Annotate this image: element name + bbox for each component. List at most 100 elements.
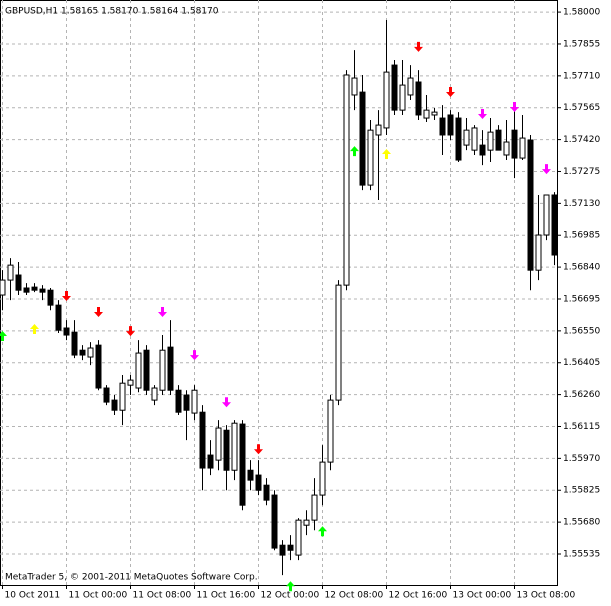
y-tick-label: 1.55825 (563, 486, 600, 496)
candle-body (383, 71, 390, 129)
y-tick-label: 1.56405 (563, 358, 600, 368)
signal-arrow (414, 41, 423, 52)
candle-body (111, 399, 118, 411)
candle-body (367, 129, 374, 186)
candle-body (247, 469, 254, 481)
signal-arrow (478, 108, 487, 119)
candle-body (223, 429, 230, 471)
y-tick-label: 1.56550 (563, 326, 600, 336)
candle-body (191, 389, 198, 414)
candle-body (543, 194, 550, 236)
candle-body (231, 422, 238, 471)
candle-body (519, 137, 526, 159)
candle-body (207, 454, 214, 469)
candle-body (399, 84, 406, 111)
candle-body (167, 346, 174, 391)
signal-arrow (446, 86, 455, 97)
candle-body (119, 382, 126, 411)
candle-body (159, 349, 166, 391)
x-tick-label: 12 Oct 00:00 (261, 591, 320, 601)
candle-body (31, 286, 38, 291)
candle-body (319, 461, 326, 496)
y-tick-label: 1.55680 (563, 518, 600, 528)
y-tick-label: 1.56115 (563, 422, 600, 432)
candle-body (327, 399, 334, 463)
signal-arrow (94, 307, 103, 318)
signal-arrow (510, 101, 519, 112)
candle-body (263, 484, 270, 501)
candle-body (455, 117, 462, 161)
candle-body (407, 77, 414, 96)
candle-body (151, 387, 158, 401)
y-tick-label: 1.57275 (563, 167, 600, 177)
candle-body (0, 279, 6, 296)
candle-body (63, 327, 70, 336)
candle-body (527, 139, 534, 271)
candle-body (303, 519, 310, 526)
candle-body (143, 349, 150, 391)
candle-body (551, 194, 558, 256)
x-tick-label: 13 Oct 08:00 (517, 591, 576, 601)
y-tick-label: 1.57130 (563, 199, 600, 209)
x-tick-label: 12 Oct 08:00 (325, 591, 384, 601)
candle-body (175, 389, 182, 413)
candle-body (127, 379, 134, 386)
candle-body (183, 394, 190, 411)
signal-arrow (62, 291, 71, 302)
candle-body (311, 494, 318, 521)
signal-arrow (222, 397, 231, 408)
candle-body (479, 144, 486, 156)
candle-body (463, 129, 470, 146)
candle-body (359, 91, 366, 186)
y-tick-label: 1.56695 (563, 294, 600, 304)
x-tick-label: 13 Oct 00:00 (453, 591, 512, 601)
candle-body (103, 387, 110, 403)
signal-arrow (542, 164, 551, 175)
candle-body (423, 109, 430, 119)
signal-arrow (30, 324, 39, 335)
candle-body (47, 289, 54, 306)
signal-arrow (382, 149, 391, 160)
signal-arrow (286, 581, 295, 592)
candle-body (39, 288, 46, 293)
signal-arrow (318, 526, 327, 537)
candle-body (287, 544, 294, 551)
candle-body (79, 349, 86, 356)
x-tick-label: 11 Oct 16:00 (197, 591, 256, 601)
candle-body (503, 141, 510, 156)
candle-body (215, 427, 222, 461)
candle-body (95, 344, 102, 389)
candle-body (7, 264, 14, 281)
y-tick-label: 1.56260 (563, 390, 600, 400)
candle-body (343, 74, 350, 286)
signal-arrow (126, 326, 135, 337)
candle-body (71, 331, 78, 356)
candle-body (15, 274, 22, 291)
y-tick-label: 1.55535 (563, 550, 600, 560)
x-tick-label: 12 Oct 16:00 (389, 591, 448, 601)
y-tick-label: 1.57420 (563, 135, 600, 145)
candle-body (55, 304, 62, 331)
y-tick-label: 1.55970 (563, 454, 600, 464)
candle-body (135, 352, 142, 389)
y-tick-label: 1.58000 (563, 8, 600, 18)
signal-arrow (254, 444, 263, 455)
candle-body (495, 129, 502, 151)
signal-arrow (190, 350, 199, 361)
signal-arrow (350, 146, 359, 157)
candle-body (239, 423, 246, 506)
x-tick-label: 10 Oct 2011 (5, 591, 61, 601)
candle-body (391, 64, 398, 111)
y-tick-label: 1.57710 (563, 71, 600, 81)
candle-body (535, 234, 542, 271)
footer: MetaTrader 5, © 2001-2011 MetaQuotes Sof… (5, 573, 258, 583)
candle-body (351, 77, 358, 96)
candle-body (375, 124, 382, 136)
x-tick-label: 11 Oct 00:00 (69, 591, 128, 601)
candle-body (439, 117, 446, 136)
signal-arrow (0, 331, 7, 342)
candle-body (431, 111, 438, 116)
candle-body (511, 129, 518, 159)
candle-body (487, 131, 494, 151)
